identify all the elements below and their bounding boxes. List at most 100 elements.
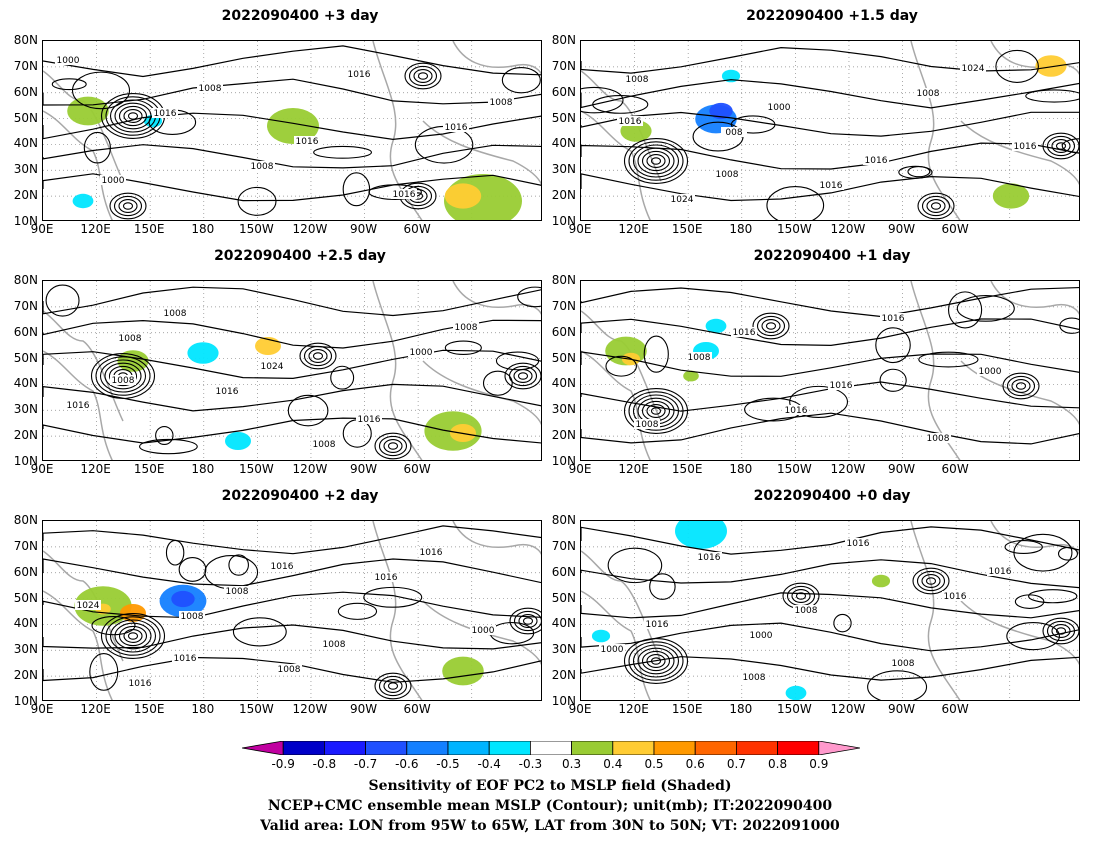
lon-tick-label: 150E xyxy=(671,462,703,476)
colorbar-level-label: -0.6 xyxy=(395,757,419,771)
contour-label: 1016 xyxy=(348,70,371,80)
lat-tick-label: 80N xyxy=(13,273,38,287)
contour-label: 1016 xyxy=(1014,142,1037,152)
contour-label: 1016 xyxy=(174,654,197,664)
contour-label: 1008 xyxy=(917,89,940,99)
lat-tick-label: 50N xyxy=(551,590,576,605)
contour-label: 1016 xyxy=(944,592,967,602)
lat-tick-label: 30N xyxy=(551,642,576,657)
colorbar-level-label: -0.8 xyxy=(312,757,337,771)
colorbar xyxy=(242,741,860,755)
contour-label: 1000 xyxy=(410,348,433,358)
colorbar-swatch xyxy=(571,741,614,755)
lat-tick-label: 80N xyxy=(551,33,576,47)
colorbar-level-label: 0.4 xyxy=(603,757,623,771)
panel-title-p3: 2022090400 +2.5 day xyxy=(214,248,386,264)
map-svg-p3: 1008 1016 1008 1000 1016 1008 1024 1016 1008 1008 xyxy=(43,281,541,460)
contour-label: 1008 xyxy=(490,98,513,108)
lat-tick-label: 50N xyxy=(551,350,576,365)
contour-label: 1008 xyxy=(716,170,739,180)
lat-tick-label: 80N xyxy=(551,513,576,527)
lat-tick-label: 50N xyxy=(13,110,38,125)
caption-line-2: NCEP+CMC ensemble mean MSLP (Contour); u… xyxy=(267,798,833,814)
contour-label: 1024 xyxy=(77,601,100,611)
lon-tick-label: 150E xyxy=(671,702,703,716)
lat-tick-label: 30N xyxy=(13,402,38,417)
lat-tick-label: 10N xyxy=(551,214,576,228)
lon-tick-label: 150E xyxy=(133,222,165,236)
lon-tick-label: 150W xyxy=(776,222,812,236)
contour-label: 1000 xyxy=(57,56,80,66)
contour-label: 1024 xyxy=(962,64,985,74)
lon-tick-label: 120W xyxy=(830,222,866,236)
contour-label: 1008 xyxy=(455,323,478,333)
contour-label: 1016 xyxy=(865,156,888,166)
colorbar-swatch xyxy=(653,741,696,755)
lon-tick-label: 120E xyxy=(618,222,649,236)
panel-title-p6: 2022090400 +0 day xyxy=(753,488,911,504)
colorbar-level-label: 0.8 xyxy=(768,757,788,771)
lon-tick-label: 180 xyxy=(191,462,215,476)
colorbar-level-label: 0.7 xyxy=(726,757,746,771)
contour-label: 1008 xyxy=(112,376,135,386)
contour-label: 1008 xyxy=(199,84,222,94)
lat-tick-label: 70N xyxy=(13,58,38,73)
lat-tick-label: 20N xyxy=(13,668,38,683)
contour-label: 1000 xyxy=(102,176,125,186)
colorbar-swatch xyxy=(406,741,449,755)
lon-tick-label: 120E xyxy=(80,222,111,236)
colorbar-swatch xyxy=(488,741,531,755)
lon-tick-label: 90W xyxy=(349,222,378,236)
panel-title-p5: 2022090400 +2 day xyxy=(221,488,379,504)
map-panel-p4: 1008 1016 1016 1000 1008 1016 1016 1008 xyxy=(580,280,1080,461)
lat-tick-label: 70N xyxy=(551,58,576,73)
lat-tick-label: 40N xyxy=(13,136,38,151)
contour-label: 1016 xyxy=(154,109,177,119)
lat-tick-label: 40N xyxy=(13,616,38,631)
lon-tick-label: 90W xyxy=(887,222,916,236)
map-panel-p1: 1000 1016 1008 1016 1016 1000 1008 1016 1016 1008 xyxy=(42,40,542,221)
lat-tick-label: 50N xyxy=(13,350,38,365)
contour-label: 1000 xyxy=(768,103,791,113)
colorbar-level-label: -0.7 xyxy=(353,757,378,771)
contour-label: 1016 xyxy=(830,381,853,391)
contour-label: 1016 xyxy=(882,314,905,324)
lat-tick-label: 40N xyxy=(551,136,576,151)
colorbar-swatch xyxy=(529,741,572,755)
lat-tick-label: 80N xyxy=(551,273,576,287)
contour-label: 1016 xyxy=(271,562,294,572)
lat-tick-label: 10N xyxy=(13,454,38,468)
lat-tick-label: 10N xyxy=(13,214,38,228)
contour-label: 1016 xyxy=(847,539,870,549)
contour-label: 1016 xyxy=(393,190,416,200)
lon-tick-label: 60W xyxy=(403,702,431,716)
colorbar-level-label: 0.9 xyxy=(809,757,829,771)
contour-label: 1008 xyxy=(226,587,249,597)
colorbar-swatch xyxy=(818,741,860,755)
contour-label: 1008 xyxy=(323,640,346,650)
map-panel-p6: 1000 1016 1016 1000 1016 1008 1008 1016 1016 1008 xyxy=(580,520,1080,701)
contour-label: 1016 xyxy=(358,415,381,425)
map-panel-p3: 1008 1016 1008 1000 1016 1008 1024 1016 1008 1008 xyxy=(42,280,542,461)
lat-tick-label: 10N xyxy=(13,694,38,708)
lon-tick-label: 120W xyxy=(292,462,328,476)
panel-title-p2: 2022090400 +1.5 day xyxy=(746,8,918,24)
lat-tick-label: 20N xyxy=(13,428,38,443)
contour-label: 1008 xyxy=(164,309,187,319)
lat-tick-label: 50N xyxy=(13,590,38,605)
panel-title-p1: 2022090400 +3 day xyxy=(221,8,379,24)
map-panel-p2: 1008 008 1016 1008 1016 1024 1000 1016 1024 1016 1… xyxy=(580,40,1080,221)
lon-tick-label: 150E xyxy=(671,222,703,236)
contour-label: 1008 xyxy=(688,353,711,363)
lon-tick-label: 180 xyxy=(191,702,215,716)
lat-tick-label: 60N xyxy=(551,84,576,99)
map-svg-p6: 1000 1016 1016 1000 1016 1008 1008 1016 1016 1008 xyxy=(581,521,1079,700)
lon-tick-label: 150W xyxy=(776,462,812,476)
lat-tick-label: 60N xyxy=(13,84,38,99)
map-svg-p5: 1008 1008 1016 1000 1016 1008 1008 1016 1024 1016… xyxy=(43,521,541,700)
lat-tick-label: 70N xyxy=(551,298,576,313)
contour-label: 1024 xyxy=(261,362,284,372)
lon-tick-label: 90E xyxy=(568,222,592,236)
contour-label: 1008 xyxy=(892,659,915,669)
contour-label: 1016 xyxy=(820,181,843,191)
